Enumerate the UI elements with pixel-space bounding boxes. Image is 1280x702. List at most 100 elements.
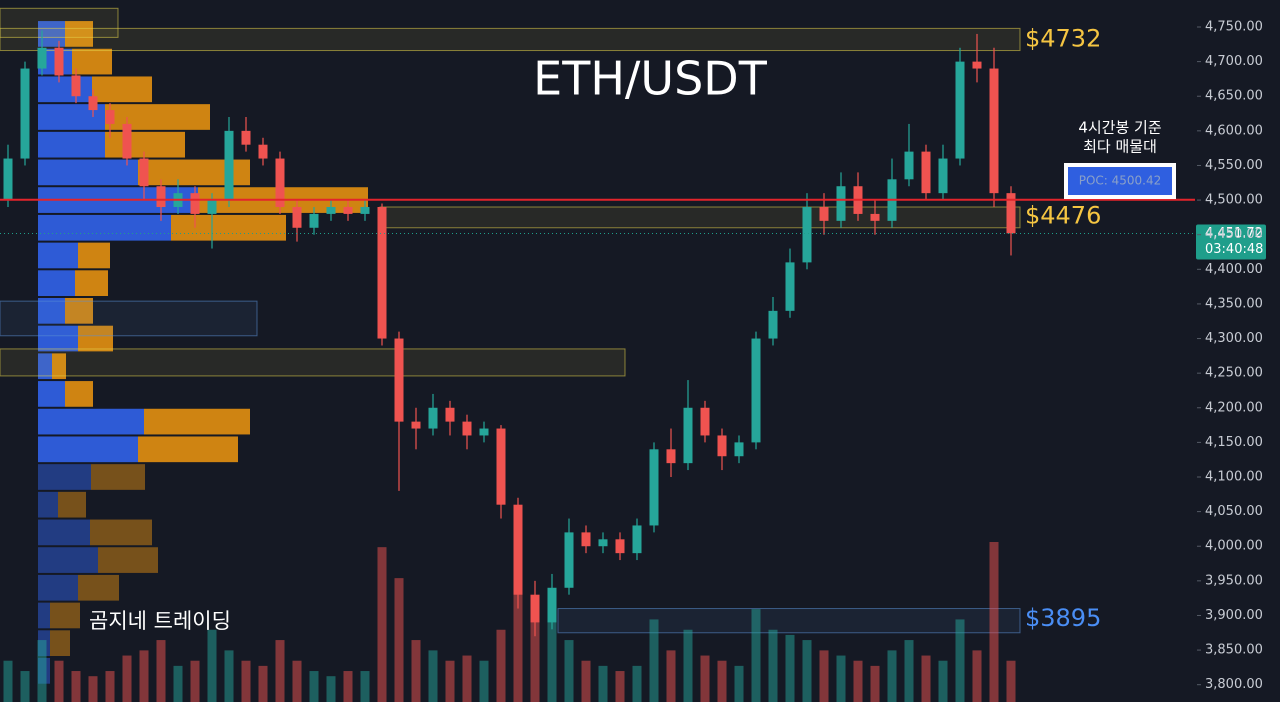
- profile-buy-bar: [38, 381, 65, 407]
- candle-body: [700, 407, 710, 436]
- volume-bar: [479, 660, 489, 702]
- price-zone: [0, 348, 626, 377]
- volume-bar: [513, 588, 523, 702]
- volume-bar: [1006, 660, 1016, 702]
- candle-body: [428, 407, 438, 429]
- y-tick-label: 4,250.00: [1205, 366, 1263, 381]
- poc-label: POC: 4500.42: [1079, 174, 1162, 188]
- y-tick-label: 4,450.00: [1205, 227, 1263, 242]
- candle-body: [122, 123, 132, 159]
- candle-body: [530, 594, 540, 623]
- volume-bar: [836, 655, 846, 702]
- candle-body: [241, 130, 251, 145]
- profile-buy-bar: [38, 131, 105, 158]
- zones: [0, 7, 1021, 634]
- candle-body: [224, 130, 234, 201]
- volume-bar: [683, 629, 693, 702]
- candle-body: [615, 539, 625, 554]
- candle-body: [683, 407, 693, 464]
- y-tick-label: 3,850.00: [1205, 643, 1263, 658]
- profile-sell-bar: [138, 436, 238, 463]
- candle-body: [156, 186, 166, 207]
- y-tick-label: 4,100.00: [1205, 470, 1263, 485]
- volume-bar: [309, 671, 319, 702]
- volume-bar: [496, 629, 506, 702]
- y-tick-label: 4,350.00: [1205, 296, 1263, 311]
- candle-body: [462, 421, 472, 436]
- volume-bar: [411, 640, 421, 702]
- volume-bar: [122, 655, 132, 702]
- candle-body: [938, 158, 948, 194]
- y-tick-label: 4,500.00: [1205, 193, 1263, 208]
- candle-body: [785, 262, 795, 311]
- level-label: $4476: [1025, 202, 1101, 230]
- candles: [3, 30, 1016, 637]
- profile-buy-bar: [38, 298, 65, 324]
- candle-body: [105, 110, 115, 124]
- profile-buy-bar: [38, 602, 50, 629]
- candle-body: [870, 213, 880, 221]
- price-zone: [557, 608, 1021, 634]
- volume-bar: [377, 547, 387, 702]
- candle-body: [989, 68, 999, 194]
- volume-bar: [445, 660, 455, 702]
- candle-body: [666, 449, 676, 464]
- profile-sell-bar: [90, 519, 152, 546]
- y-tick-label: 4,750.00: [1205, 20, 1263, 35]
- profile-sell-bar: [58, 491, 86, 518]
- profile-sell-bar: [98, 547, 158, 573]
- profile-sell-bar: [78, 325, 113, 352]
- profile-buy-bar: [38, 574, 78, 601]
- volume-bar: [955, 619, 965, 702]
- candle-body: [955, 61, 965, 159]
- profile-buy-bar: [38, 519, 90, 546]
- y-tick-label: 4,400.00: [1205, 262, 1263, 277]
- y-tick-label: 4,650.00: [1205, 89, 1263, 104]
- note-line: 최다 매물대: [1083, 138, 1157, 156]
- candle-body: [411, 421, 421, 429]
- volume-bar: [989, 542, 999, 702]
- candle-body: [37, 47, 47, 69]
- profile-buy-bar: [38, 325, 78, 352]
- candle-body: [513, 504, 523, 595]
- volume-bar: [173, 665, 183, 702]
- last-price-label: 4,451.72: [1205, 226, 1263, 241]
- candle-body: [445, 407, 455, 422]
- volume-bars: [3, 542, 1016, 702]
- candle-body: [3, 158, 13, 201]
- candle-body: [802, 207, 812, 263]
- volume-bar: [564, 640, 574, 702]
- y-tick-label: 3,950.00: [1205, 573, 1263, 588]
- last-price-box: [1196, 224, 1266, 260]
- volume-bar: [853, 660, 863, 702]
- y-tick-label: 3,900.00: [1205, 608, 1263, 623]
- candle-body: [326, 207, 336, 214]
- candle-body: [819, 207, 829, 221]
- candle-body: [904, 151, 914, 180]
- y-tick-label: 3,800.00: [1205, 677, 1263, 692]
- y-tick-label: 4,150.00: [1205, 435, 1263, 450]
- volume-bar: [326, 676, 336, 702]
- profile-buy-bar: [38, 436, 138, 463]
- chart-title: ETH/USDT: [533, 52, 768, 106]
- candle-body: [564, 532, 574, 588]
- volume-bar: [887, 650, 897, 702]
- candle-body: [360, 207, 370, 214]
- profile-sell-bar: [78, 574, 119, 601]
- volume-bar: [71, 671, 81, 702]
- candle-body: [547, 587, 557, 623]
- volume-bar: [462, 655, 472, 702]
- volume-bar: [802, 640, 812, 702]
- volume-bar: [343, 671, 353, 702]
- candle-body: [479, 428, 489, 436]
- candle-body: [20, 68, 30, 159]
- y-tick-label: 4,000.00: [1205, 539, 1263, 554]
- profile-buy-bar: [38, 242, 78, 269]
- candle-body: [139, 158, 149, 187]
- volume-bar: [241, 660, 251, 702]
- volume-bar: [275, 640, 285, 702]
- volume-bar: [3, 660, 13, 702]
- price-zone: [0, 27, 1021, 52]
